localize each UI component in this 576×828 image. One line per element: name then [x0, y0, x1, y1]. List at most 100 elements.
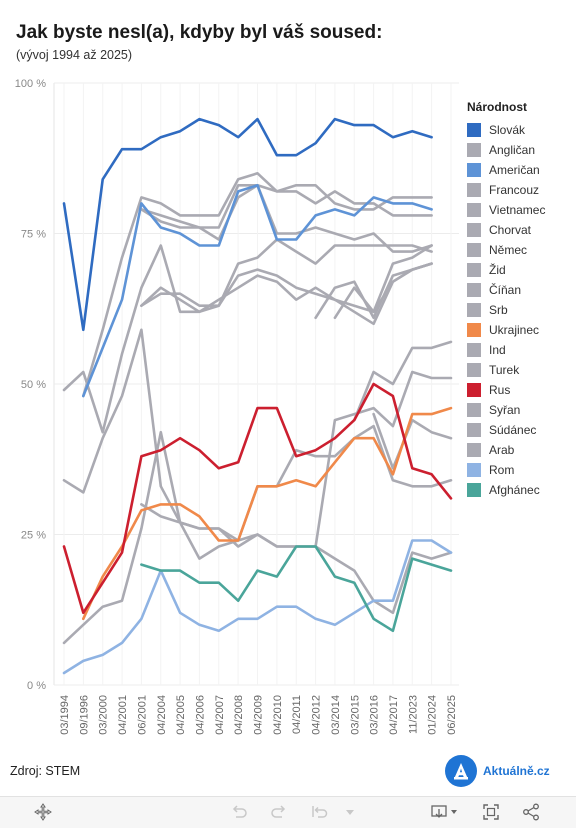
legend-title: Národnost: [467, 100, 527, 114]
legend-swatch: [467, 143, 481, 157]
legend-item-rom[interactable]: Rom: [467, 460, 545, 480]
x-axis: 03/1994 09/1996 03/2000 04/2001 06/2001 04/20…: [59, 695, 458, 735]
series-line-nemec[interactable]: [140, 244, 433, 314]
x-tick-label: 04/2008: [233, 695, 245, 735]
redo-icon[interactable]: [270, 803, 288, 821]
series-line-american[interactable]: [82, 184, 433, 398]
x-tick-label: 06/2001: [136, 695, 148, 735]
legend-label: Žid: [489, 263, 506, 277]
grid: [53, 82, 459, 686]
legend-label: Slovák: [489, 123, 526, 137]
legend-item-ukrajinec[interactable]: Ukrajinec: [467, 320, 545, 340]
legend-item-arab[interactable]: Arab: [467, 440, 545, 460]
legend-swatch: [467, 203, 481, 217]
move-icon[interactable]: [34, 803, 52, 821]
legend-label: Ind: [489, 343, 506, 357]
legend-item-francouz[interactable]: Francouz: [467, 180, 545, 200]
x-tick-label: 04/2010: [272, 695, 284, 735]
y-tick-label: 75 %: [21, 229, 46, 241]
legend-item-ind[interactable]: Ind: [467, 340, 545, 360]
brand-logo[interactable]: Aktuálně.cz: [445, 755, 550, 787]
legend-swatch: [467, 423, 481, 437]
revert-icon[interactable]: [310, 803, 328, 821]
y-axis: 0 % 25 % 50 % 75 % 100 %: [15, 78, 46, 692]
undo-icon[interactable]: [230, 803, 248, 821]
legend-item-afghanec[interactable]: Afghánec: [467, 480, 545, 500]
legend-label: Francouz: [489, 183, 540, 197]
legend-label: Syřan: [489, 403, 521, 417]
series-line-ind[interactable]: [353, 340, 453, 422]
legend-item-srb[interactable]: Srb: [467, 300, 545, 320]
legend-item-rus[interactable]: Rus: [467, 380, 545, 400]
legend-item-nemec[interactable]: Němec: [467, 240, 545, 260]
y-tick-label: 100 %: [15, 78, 46, 90]
legend-label: Rom: [489, 463, 515, 477]
x-tick-label: 04/2007: [214, 695, 226, 735]
legend-label: Arab: [489, 443, 515, 457]
legend-item-chorvat[interactable]: Chorvat: [467, 220, 545, 240]
x-tick-label: 03/2014: [330, 695, 342, 735]
viz-toolbar: [0, 796, 576, 828]
legend-item-zid[interactable]: Žid: [467, 260, 545, 280]
series-line-slovak[interactable]: [62, 117, 433, 332]
legend-swatch: [467, 243, 481, 257]
logo-text: Aktuálně.cz: [483, 764, 550, 778]
y-tick-label: 50 %: [21, 379, 46, 391]
legend-label: Číňan: [489, 283, 522, 297]
series-line-ukrajinec[interactable]: [82, 406, 453, 621]
series-line-anglican[interactable]: [82, 172, 433, 398]
series-line-rom[interactable]: [62, 539, 453, 675]
x-tick-label: 01/2024: [427, 695, 439, 735]
share-icon[interactable]: [522, 803, 540, 821]
legend-swatch: [467, 363, 481, 377]
legend-label: Američan: [489, 163, 540, 177]
x-tick-label: 04/2001: [117, 695, 129, 735]
legend-swatch: [467, 383, 481, 397]
x-tick-label: 03/2016: [369, 695, 381, 735]
x-tick-label: 03/2015: [349, 695, 361, 735]
legend-item-cinan[interactable]: Číňan: [467, 280, 545, 300]
legend-swatch: [467, 443, 481, 457]
legend-label: Turek: [489, 363, 520, 377]
legend-items: Slovák Angličan Američan Francouz Vietnamec C…: [467, 120, 545, 500]
series-line-afghanec[interactable]: [140, 545, 453, 633]
legend-label: Súdánec: [489, 423, 537, 437]
download-icon[interactable]: [430, 803, 460, 821]
legend-label: Afghánec: [489, 483, 540, 497]
legend-swatch: [467, 123, 481, 137]
legend-label: Angličan: [489, 143, 536, 157]
x-tick-label: 11/2023: [407, 695, 419, 734]
x-tick-label: 04/2006: [194, 695, 206, 735]
fullscreen-icon[interactable]: [482, 803, 500, 821]
series-line-chorvat[interactable]: [140, 184, 433, 253]
series-lines: [62, 117, 453, 675]
legend-label: Rus: [489, 383, 511, 397]
series-line-vietnamec[interactable]: [62, 238, 433, 434]
legend-item-slovak[interactable]: Slovák: [467, 120, 545, 140]
series-line-syran[interactable]: [372, 412, 453, 470]
legend-item-turek[interactable]: Turek: [467, 360, 545, 380]
series-line-arab[interactable]: [62, 430, 453, 645]
x-tick-label: 04/2012: [311, 695, 323, 735]
x-tick-label: 04/2009: [253, 695, 265, 735]
legend-swatch: [467, 223, 481, 237]
legend-item-syran[interactable]: Syřan: [467, 400, 545, 420]
legend-item-sudanec[interactable]: Súdánec: [467, 420, 545, 440]
series-line-sudanec[interactable]: [140, 424, 453, 560]
legend-item-american[interactable]: Američan: [467, 160, 545, 180]
legend-item-vietnamec[interactable]: Vietnamec: [467, 200, 545, 220]
series-line-cinan[interactable]: [140, 262, 433, 326]
x-tick-label: 09/1996: [78, 695, 90, 735]
series-line-francouz[interactable]: [140, 184, 433, 229]
legend-item-anglican[interactable]: Angličan: [467, 140, 545, 160]
reset-dropdown-icon[interactable]: [344, 803, 356, 821]
legend: Národnost Slovák Angličan Američan Francouz…: [467, 100, 545, 500]
series-line-srb[interactable]: [333, 262, 433, 320]
y-tick-label: 25 %: [21, 530, 46, 542]
legend-swatch: [467, 343, 481, 357]
legend-swatch: [467, 463, 481, 477]
legend-swatch: [467, 163, 481, 177]
legend-label: Vietnamec: [489, 203, 546, 217]
series-line-rus[interactable]: [62, 382, 453, 615]
legend-swatch: [467, 283, 481, 297]
